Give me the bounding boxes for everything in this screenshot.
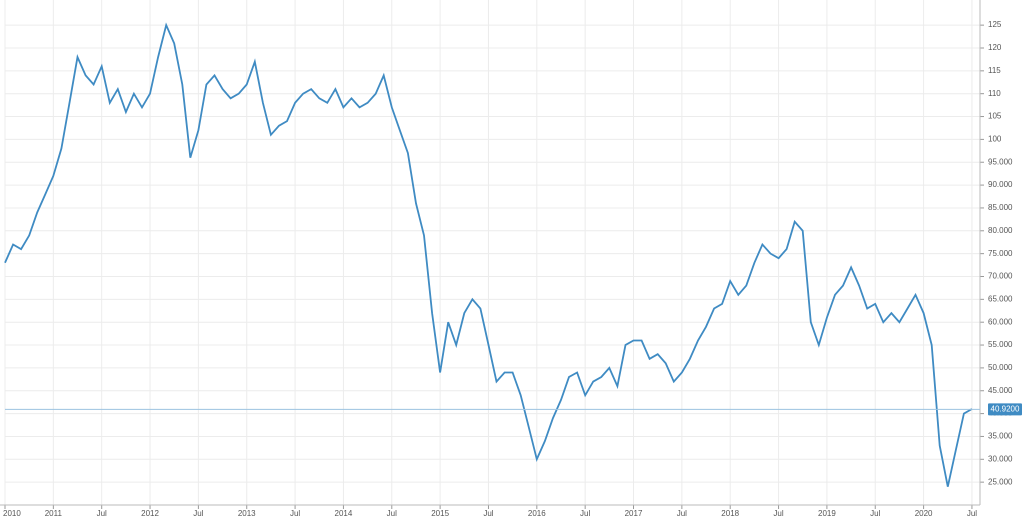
- x-tick-label: 2011: [45, 509, 63, 518]
- x-tick-label: 2019: [818, 509, 836, 518]
- last-price-label: 40.9200: [991, 405, 1020, 414]
- x-tick-label: Jul: [580, 509, 590, 518]
- x-tick-label: 2010: [3, 509, 21, 518]
- x-tick-label: Jul: [870, 509, 880, 518]
- x-tick-label: 2020: [915, 509, 933, 518]
- x-tick-label: 2013: [238, 509, 256, 518]
- y-tick-label: 95.000: [988, 157, 1013, 166]
- y-tick-label: 25.000: [988, 477, 1013, 486]
- y-tick-label: 35.000: [988, 432, 1013, 441]
- x-tick-label: Jul: [97, 509, 107, 518]
- x-tick-label: Jul: [290, 509, 300, 518]
- y-tick-label: 125: [988, 20, 1002, 29]
- y-tick-label: 120: [988, 43, 1002, 52]
- x-tick-label: 2016: [528, 509, 546, 518]
- y-tick-label: 55.000: [988, 340, 1013, 349]
- x-tick-label: 2012: [141, 509, 159, 518]
- x-tick-label: Jul: [773, 509, 783, 518]
- y-tick-label: 80.000: [988, 226, 1013, 235]
- x-tick-label: 2015: [431, 509, 449, 518]
- y-tick-label: 30.000: [988, 454, 1013, 463]
- x-tick-label: 2018: [721, 509, 739, 518]
- y-tick-label: 85.000: [988, 203, 1013, 212]
- x-tick-label: Jul: [387, 509, 397, 518]
- y-tick-label: 45.000: [988, 386, 1013, 395]
- y-tick-label: 100: [988, 134, 1002, 143]
- x-tick-label: 2017: [625, 509, 643, 518]
- x-tick-label: Jul: [193, 509, 203, 518]
- x-tick-label: 2014: [335, 509, 353, 518]
- x-tick-label: Jul: [677, 509, 687, 518]
- y-tick-label: 75.000: [988, 249, 1013, 258]
- y-tick-label: 65.000: [988, 294, 1013, 303]
- x-tick-label: Jul: [483, 509, 493, 518]
- y-tick-label: 105: [988, 112, 1002, 121]
- price-line: [4, 22, 973, 487]
- y-tick-label: 115: [988, 66, 1001, 75]
- y-tick-label: 60.000: [988, 317, 1013, 326]
- y-tick-label: 50.000: [988, 363, 1013, 372]
- y-tick-label: 70.000: [988, 272, 1013, 281]
- last-price-box: [988, 403, 1022, 416]
- y-tick-label: 110: [988, 89, 1001, 98]
- x-tick-label: Jul: [967, 509, 977, 518]
- y-tick-label: 90.000: [988, 180, 1013, 189]
